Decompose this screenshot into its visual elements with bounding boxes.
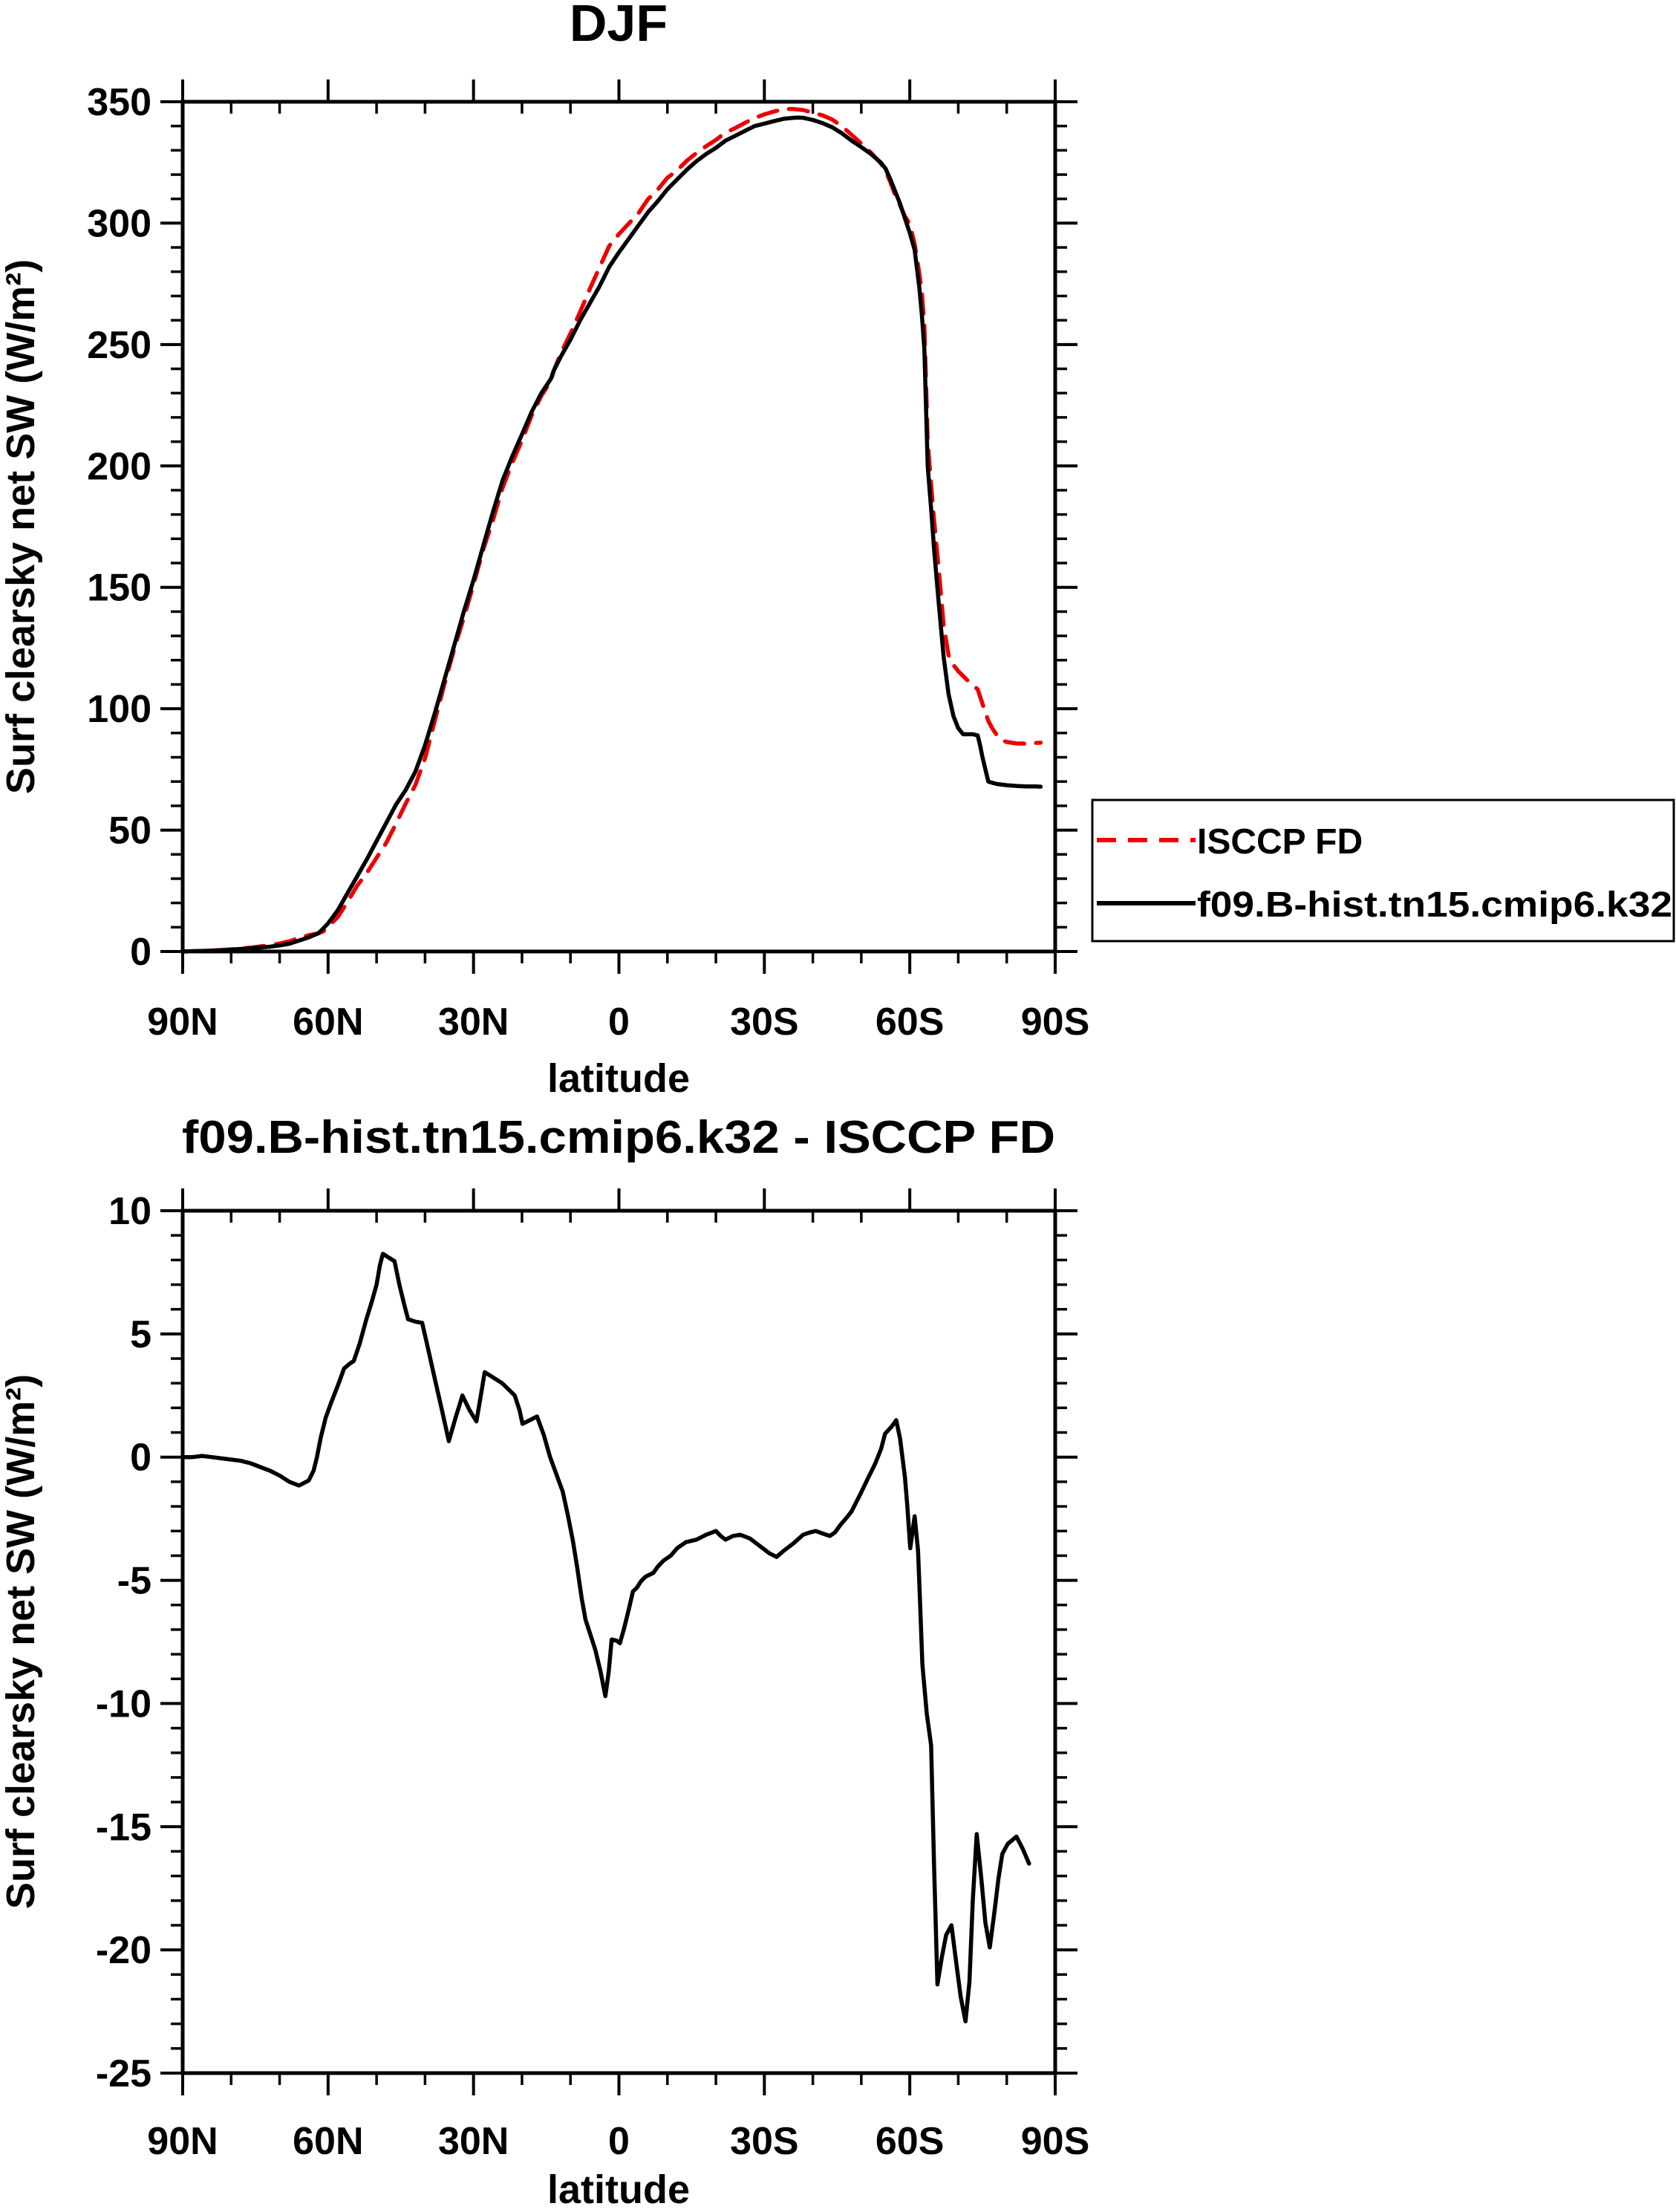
- tick-label-x: 30N: [438, 2120, 509, 2163]
- legend-label-isccp: ISCCP FD: [1197, 822, 1363, 862]
- tick-label-y: 50: [108, 810, 151, 853]
- legend-item-model: f09.B-hist.tn15.cmip6.k32: [1097, 885, 1672, 925]
- tick-label-x: 0: [608, 2120, 630, 2163]
- tick-label-x: 30S: [730, 1001, 799, 1044]
- tick-label-x: 60N: [293, 2120, 363, 2163]
- top-chart-title: DJF: [570, 0, 668, 52]
- tick-label-x: 0: [608, 1001, 630, 1044]
- legend: ISCCP FD f09.B-hist.tn15.cmip6.k32: [1091, 798, 1675, 943]
- tick-label-x: 90S: [1021, 1001, 1090, 1044]
- tick-label-y: -25: [96, 2052, 151, 2095]
- tick-label-x: 90N: [147, 1001, 218, 1044]
- tick-label-y: -15: [96, 1806, 151, 1849]
- top-chart: DJF Surf clearsky net SW (W/m²) 90N 60N 30…: [0, 0, 1675, 1101]
- legend-box: [1091, 798, 1675, 943]
- tick-label-x: 90N: [147, 2120, 218, 2163]
- tick-label-y: 250: [87, 324, 151, 367]
- tick-label-x: 60S: [876, 1001, 945, 1044]
- tick-label-y: 150: [87, 567, 151, 610]
- diff-plot-area: 90N 60N 30N 0 30S 60S 90S -25 -20 -15 -10 -5 0 5 10: [96, 1188, 1089, 2163]
- diff-x-axis-title: latitude: [547, 2167, 690, 2212]
- top-x-axis-title: latitude: [547, 1056, 690, 1101]
- diff-y-axis-title: Surf clearsky net SW (W/m²): [0, 1374, 43, 1909]
- legend-item-isccp: ISCCP FD: [1097, 822, 1363, 862]
- tick-label-y: 350: [87, 81, 151, 124]
- tick-label-x: 60S: [876, 2120, 945, 2163]
- series-line-dashed-0: [180, 107, 1043, 954]
- top-y-axis-title: Surf clearsky net SW (W/m²): [0, 259, 43, 794]
- tick-label-y: -5: [117, 1560, 151, 1603]
- series-line-solid-0: [180, 1252, 1031, 2024]
- tick-label-y: -20: [96, 1929, 151, 1972]
- top-plot-area: 90N 60N 30N 0 30S 60S 90S 0 50 100 150 200 250 300 350: [87, 79, 1089, 1044]
- legend-label-model: f09.B-hist.tn15.cmip6.k32: [1197, 885, 1672, 925]
- tick-label-y: 0: [130, 1437, 151, 1480]
- tick-label-y: 5: [130, 1313, 151, 1356]
- tick-label-x: 60N: [293, 1001, 363, 1044]
- tick-label-x: 90S: [1021, 2120, 1090, 2163]
- tick-label-y: 300: [87, 202, 151, 245]
- tick-label-y: 10: [108, 1190, 151, 1233]
- tick-label-y: 200: [87, 445, 151, 488]
- plot-frame: [180, 100, 1057, 954]
- diff-chart-title: f09.B-hist.tn15.cmip6.k32 - ISCCP FD: [182, 1112, 1055, 1163]
- tick-label-y: -10: [96, 1682, 151, 1725]
- tick-label-y: 0: [130, 931, 151, 974]
- tick-label-y: 100: [87, 688, 151, 731]
- diff-chart: f09.B-hist.tn15.cmip6.k32 - ISCCP FD Sur…: [0, 1112, 1089, 2212]
- tick-label-x: 30S: [730, 2120, 799, 2163]
- series-line-solid-1: [180, 115, 1043, 954]
- tick-label-x: 30N: [438, 1001, 509, 1044]
